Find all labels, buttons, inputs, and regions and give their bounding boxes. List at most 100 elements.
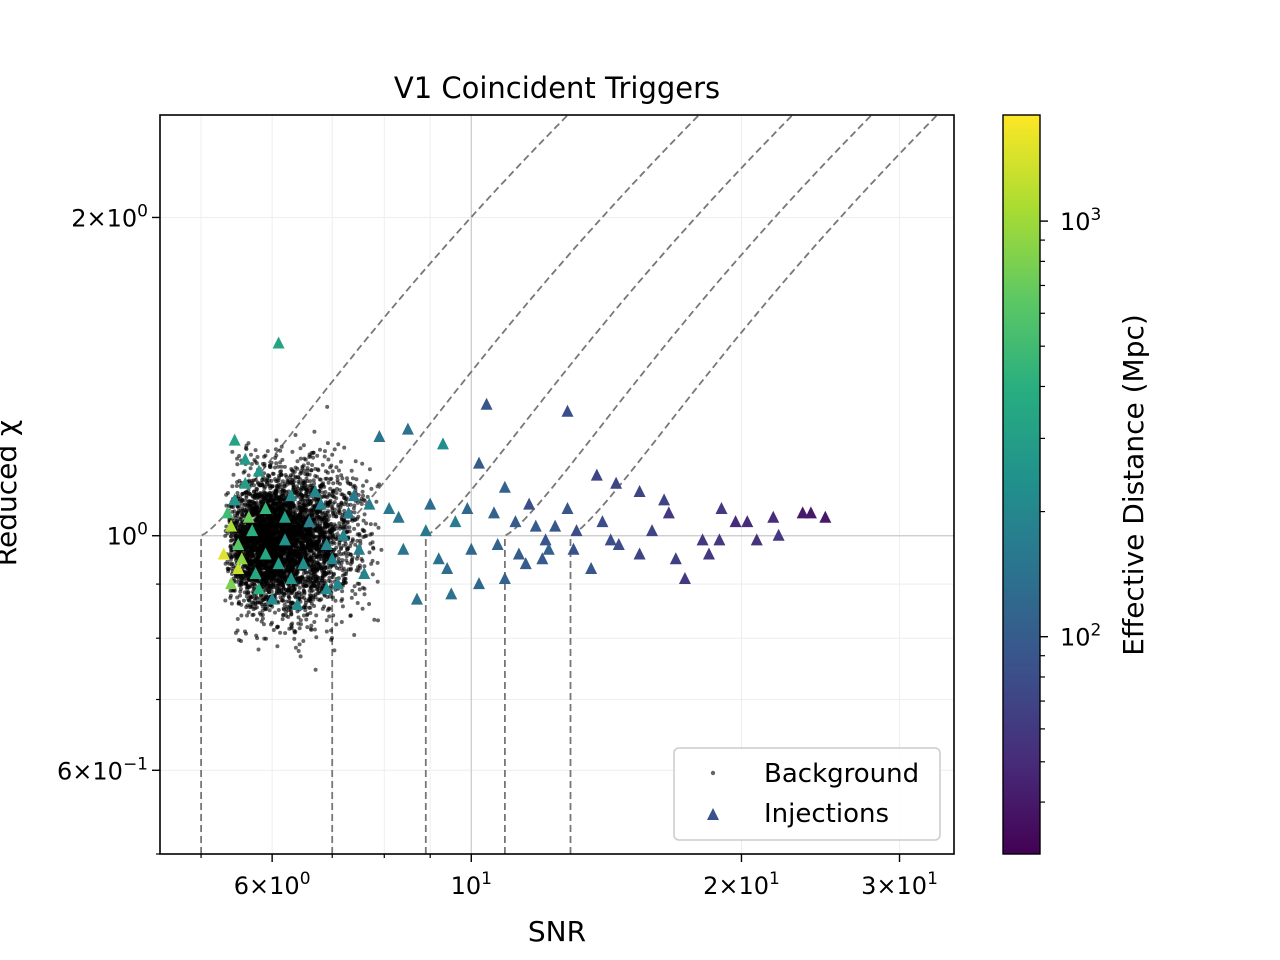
background-point bbox=[241, 513, 245, 518]
background-point bbox=[323, 565, 328, 570]
injection-point bbox=[252, 464, 265, 477]
background-point bbox=[270, 539, 275, 544]
background-point bbox=[347, 491, 352, 496]
background-point bbox=[349, 468, 354, 473]
background-point bbox=[260, 513, 265, 518]
injection-point bbox=[585, 562, 598, 575]
background-point bbox=[275, 545, 280, 550]
background-point bbox=[244, 605, 249, 610]
background-point bbox=[290, 600, 295, 605]
background-point bbox=[272, 593, 277, 597]
background-point bbox=[344, 554, 349, 559]
background-point bbox=[251, 612, 256, 617]
background-point bbox=[325, 595, 330, 599]
background-point bbox=[298, 618, 303, 623]
background-point bbox=[360, 558, 365, 563]
background-point bbox=[298, 578, 303, 583]
background-point bbox=[321, 494, 326, 499]
background-point bbox=[265, 449, 270, 454]
background-point bbox=[341, 581, 346, 586]
injection-point bbox=[567, 542, 580, 555]
background-point bbox=[288, 604, 292, 609]
background-point bbox=[304, 583, 309, 588]
background-point bbox=[245, 613, 249, 618]
background-point bbox=[330, 452, 335, 457]
background-point bbox=[305, 613, 310, 618]
background-point bbox=[229, 534, 234, 539]
background-point bbox=[337, 468, 341, 473]
background-point bbox=[313, 555, 318, 560]
background-point bbox=[296, 537, 301, 542]
background-point bbox=[254, 595, 259, 600]
background-point bbox=[348, 613, 353, 618]
background-point bbox=[286, 480, 291, 485]
background-point bbox=[327, 514, 332, 518]
background-point bbox=[367, 467, 372, 472]
background-point bbox=[273, 610, 277, 615]
background-point bbox=[282, 602, 287, 607]
background-point bbox=[301, 463, 306, 468]
background-point bbox=[307, 455, 312, 459]
background-point bbox=[305, 625, 310, 630]
background-point bbox=[361, 493, 365, 498]
background-point bbox=[237, 454, 242, 458]
background-point bbox=[308, 605, 313, 610]
background-point bbox=[358, 538, 363, 543]
injection-point bbox=[342, 506, 355, 519]
background-point bbox=[235, 480, 240, 485]
background-point bbox=[330, 469, 335, 474]
background-point bbox=[370, 531, 374, 536]
background-point bbox=[240, 530, 245, 535]
background-point bbox=[315, 453, 320, 458]
background-point bbox=[252, 507, 256, 512]
background-point bbox=[289, 624, 294, 629]
background-point bbox=[309, 450, 314, 455]
background-point bbox=[336, 504, 341, 509]
background-point bbox=[294, 517, 299, 522]
background-point bbox=[230, 449, 235, 454]
legend: Background Injections bbox=[673, 747, 941, 841]
injection-point bbox=[239, 452, 252, 465]
background-point bbox=[287, 599, 292, 604]
background-point bbox=[275, 586, 280, 590]
background-point bbox=[235, 491, 240, 495]
background-point bbox=[291, 543, 296, 548]
background-point bbox=[279, 554, 284, 559]
background-point bbox=[324, 629, 329, 634]
background-point bbox=[301, 613, 306, 618]
background-point bbox=[337, 521, 342, 526]
background-point bbox=[229, 601, 234, 606]
background-point bbox=[314, 514, 319, 519]
background-point bbox=[304, 617, 309, 622]
background-point bbox=[227, 561, 232, 566]
background-point bbox=[228, 557, 233, 562]
injection-point bbox=[259, 501, 272, 514]
colorbar-gradient bbox=[1002, 114, 1041, 855]
background-point bbox=[348, 567, 353, 572]
background-point bbox=[244, 447, 249, 451]
background-point bbox=[301, 443, 306, 448]
background-point bbox=[359, 502, 364, 506]
injection-point bbox=[509, 515, 522, 528]
injection-point bbox=[353, 542, 366, 555]
background-point bbox=[281, 586, 286, 590]
background-point bbox=[352, 526, 357, 531]
legend-background-marker bbox=[710, 770, 716, 776]
background-point bbox=[302, 528, 307, 533]
background-point bbox=[270, 471, 275, 476]
injection-point bbox=[424, 497, 437, 510]
background-point bbox=[362, 512, 367, 517]
background-point bbox=[352, 633, 357, 637]
background-point bbox=[316, 535, 321, 540]
background-point bbox=[309, 627, 314, 632]
background-point bbox=[254, 545, 259, 550]
background-point bbox=[228, 543, 233, 548]
background-point bbox=[273, 447, 278, 452]
background-point bbox=[242, 576, 247, 581]
background-point bbox=[267, 561, 271, 566]
background-point bbox=[328, 486, 333, 491]
injection-point bbox=[397, 542, 410, 555]
background-point bbox=[246, 473, 251, 478]
background-point bbox=[296, 494, 301, 499]
background-point bbox=[275, 507, 279, 512]
